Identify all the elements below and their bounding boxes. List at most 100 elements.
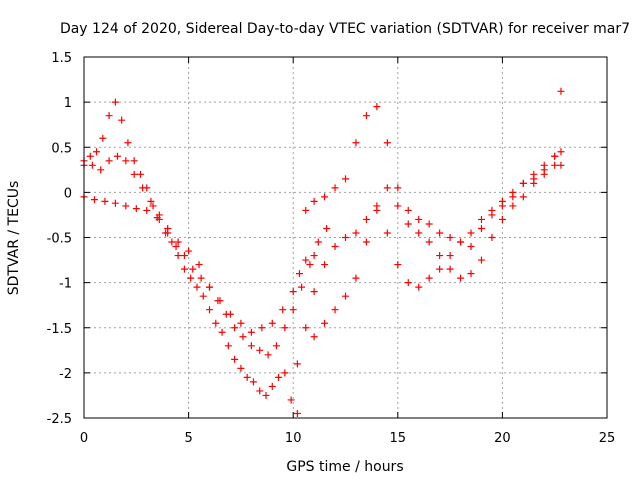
data-point [383,229,391,237]
data-point [193,283,201,291]
y-tick-label: 1 [64,96,72,111]
data-point [247,328,255,336]
data-point [509,202,517,210]
data-point [136,170,144,178]
data-point [111,199,119,207]
data-point [99,134,107,142]
data-point [195,261,203,269]
data-point [226,310,234,318]
data-point [130,157,138,165]
data-point [310,288,318,296]
data-point [383,139,391,147]
data-point [275,373,283,381]
data-point [323,224,331,232]
data-point [281,369,289,377]
data-point [281,324,289,332]
data-point [206,306,214,314]
data-point [295,270,303,278]
data-point [509,188,517,196]
data-point [249,378,257,386]
data-point [122,157,130,165]
data-point [272,342,280,350]
x-tick-label: 25 [599,431,616,446]
data-point [310,333,318,341]
data-point [551,161,559,169]
data-point [124,139,132,147]
data-point [557,161,565,169]
x-tick-label: 5 [184,431,192,446]
data-point [231,355,239,363]
data-point [540,170,548,178]
series-track-d [302,103,565,251]
data-point [314,238,322,246]
data-point [362,215,370,223]
data-point [289,288,297,296]
data-point [172,243,180,251]
data-point [247,342,255,350]
data-point [436,252,444,260]
data-point [122,202,130,210]
y-tick-label: -1 [59,277,72,292]
data-point [149,202,157,210]
data-point [199,292,207,300]
data-point [306,261,314,269]
data-point [467,270,475,278]
data-point [498,197,506,205]
data-point [436,265,444,273]
data-point [404,220,412,228]
data-point [164,224,172,232]
data-point [302,206,310,214]
data-point [383,184,391,192]
data-point [331,184,339,192]
data-point [189,265,197,273]
data-point [415,215,423,223]
data-point [262,391,270,399]
x-tick-label: 0 [80,431,88,446]
data-point [218,328,226,336]
data-point [310,252,318,260]
data-point [446,252,454,260]
y-tick-label: -1.5 [47,322,72,337]
y-axis-label: SDTVAR / TECUs [6,181,22,296]
data-point [425,274,433,282]
data-point [143,206,151,214]
data-point [394,261,402,269]
data-point [93,148,101,156]
data-point [331,243,339,251]
data-point [180,252,188,260]
data-point [279,306,287,314]
y-tick-label: -0.5 [47,232,72,247]
data-point [557,87,565,95]
data-point [352,274,360,282]
data-point [457,274,465,282]
data-point [268,319,276,327]
data-point [425,238,433,246]
y-tick-label: -2 [59,367,72,382]
data-point [477,224,485,232]
series-track-c [80,193,318,336]
data-point [197,274,205,282]
y-tick-label: 0.5 [51,141,72,156]
data-point [101,197,109,205]
x-tick-label: 15 [390,431,407,446]
data-point [321,261,329,269]
data-point [237,319,245,327]
data-point [88,161,96,169]
y-tick-label: 0 [64,186,72,201]
data-point [130,170,138,178]
y-tick-label: 1.5 [51,51,72,66]
data-point [256,346,264,354]
data-point [321,193,329,201]
data-point [206,283,214,291]
data-point [331,306,339,314]
tick-labels: 0 5 10 15 20 25 -2.5 -2 -1.5 -1 -0.5 0 0.5 1 1.5 [47,51,616,446]
data-point [174,252,182,260]
data-point [404,206,412,214]
data-point [187,274,195,282]
data-point [287,396,295,404]
data-point [268,382,276,390]
data-point [180,265,188,273]
data-point [147,197,155,205]
data-point [293,360,301,368]
